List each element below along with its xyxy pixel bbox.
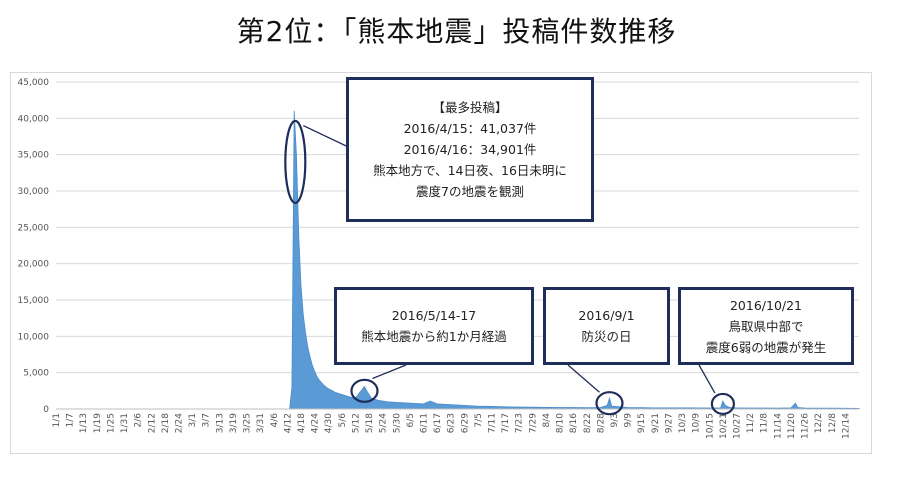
x-tick-label: 7/23 [515,413,525,433]
x-tick-label: 8/10 [556,413,566,433]
x-tick-label: 9/21 [651,413,661,433]
x-tick-label: 10/15 [705,413,715,439]
page-title: 第2位：「熊本地震」投稿件数推移 [236,15,677,48]
x-tick-label: 7/29 [528,413,538,433]
annotation-line: 【最多投稿】 [432,100,508,115]
x-tick-label: 6/5 [406,413,416,427]
x-tick-label: 9/27 [664,413,674,433]
x-tick-label: 8/4 [542,413,552,428]
annotation-line: 2016/5/14-17 [391,308,477,323]
x-tick-label: 11/2 [746,413,756,433]
y-tick-label: 35,000 [18,151,50,161]
y-tick-label: 45,000 [18,78,50,88]
x-tick-label: 6/29 [460,413,470,433]
x-tick-label: 11/14 [773,413,783,439]
x-tick-label: 2/18 [161,413,171,433]
y-tick-label: 10,000 [18,332,50,342]
sep-ellipse [595,391,624,416]
annotation-line: 熊本地方で、14日夜、16日未明に [373,163,567,178]
series-area [56,110,860,410]
x-tick-label: 9/15 [637,413,647,433]
annotation-main-peak: 【最多投稿】 2016/4/15：41,037件 2016/4/16：34,90… [346,77,594,222]
x-tick-label: 1/13 [79,413,89,433]
x-tick-label: 12/2 [814,413,824,433]
y-tick-label: 0 [43,405,49,415]
x-tick-label: 5/30 [392,413,402,433]
y-tick-label: 5,000 [23,369,49,379]
may-ellipse [350,378,379,403]
may-callout-line [372,364,407,380]
x-tick-label: 9/3 [610,413,620,427]
annotation-line: 震度7の地震を観測 [416,184,524,199]
annotation-line: 熊本地震から約1か月経過 [361,329,507,344]
x-tick-label: 3/31 [256,413,266,433]
annotation-line: 2016/9/1 [578,308,635,323]
x-tick-label: 6/11 [419,413,429,433]
x-tick-label: 10/27 [733,413,743,439]
x-tick-label: 1/19 [93,413,103,433]
annotation-may: 2016/5/14-17 熊本地震から約1か月経過 [334,287,534,365]
annotation-line: 2016/4/15：41,037件 [403,121,537,136]
x-tick-label: 8/28 [596,413,606,433]
x-tick-label: 10/3 [678,413,688,433]
oct-callout-line [698,364,716,394]
annotation-sep: 2016/9/1 防災の日 [543,287,670,365]
x-tick-label: 4/30 [324,413,334,433]
x-tick-label: 12/14 [841,413,851,439]
x-tick-label: 11/8 [760,413,770,433]
x-tick-label: 5/6 [338,413,348,428]
x-tick-label: 4/6 [270,413,280,428]
x-tick-label: 4/24 [311,413,321,433]
x-tick-label: 7/11 [488,413,498,433]
x-tick-label: 4/18 [297,413,307,433]
x-tick-label: 6/17 [433,413,443,433]
x-tick-label: 1/25 [106,413,116,433]
x-tick-label: 3/1 [188,413,198,427]
x-tick-label: 8/22 [583,413,593,433]
x-tick-label: 10/9 [692,413,702,433]
peak-ellipse [284,119,307,205]
x-tick-label: 5/24 [379,413,389,433]
annotation-line: 震度6弱の地震が発生 [705,339,827,355]
annotation-line: 防災の日 [581,329,632,344]
x-tick-label: 10/21 [719,413,729,439]
x-tick-label: 3/25 [243,413,253,433]
y-tick-label: 20,000 [18,260,50,270]
x-tick-label: 9/9 [624,413,634,428]
x-tick-label: 11/26 [801,413,811,439]
x-tick-label: 7/5 [474,413,484,427]
x-tick-label: 3/7 [202,413,212,427]
y-tick-label: 40,000 [18,114,50,124]
y-tick-label: 30,000 [18,187,50,197]
sep-callout-line [567,364,600,393]
x-tick-label: 7/17 [501,413,511,433]
x-tick-label: 2/24 [174,413,184,433]
oct-ellipse [710,392,735,416]
x-tick-label: 6/23 [447,413,457,433]
x-tick-label: 11/20 [787,413,797,439]
y-tick-label: 15,000 [18,296,50,306]
x-tick-label: 2/6 [134,413,144,428]
x-tick-label: 5/18 [365,413,375,433]
y-tick-label: 25,000 [18,223,50,233]
annotation-line: 2016/4/16：34,901件 [403,142,537,157]
x-tick-label: 3/19 [229,413,239,433]
x-tick-label: 2/12 [147,413,157,433]
x-tick-label: 5/12 [351,413,361,433]
x-tick-label: 4/12 [283,413,293,433]
annotation-line: 鳥取県中部で [728,318,804,334]
x-tick-label: 12/8 [828,413,838,433]
annotation-line: 2016/10/21 [729,297,803,313]
x-tick-label: 1/7 [66,413,76,427]
x-tick-label: 1/31 [120,413,130,433]
annotation-oct: 2016/10/21 鳥取県中部で 震度6弱の地震が発生 [678,287,854,365]
x-tick-label: 1/1 [52,413,62,427]
x-tick-label: 3/13 [215,413,225,433]
x-tick-label: 8/16 [569,413,579,433]
chart-frame: 0 5,000 10,000 15,000 20,000 25,000 30,000 35,0… [10,72,872,454]
